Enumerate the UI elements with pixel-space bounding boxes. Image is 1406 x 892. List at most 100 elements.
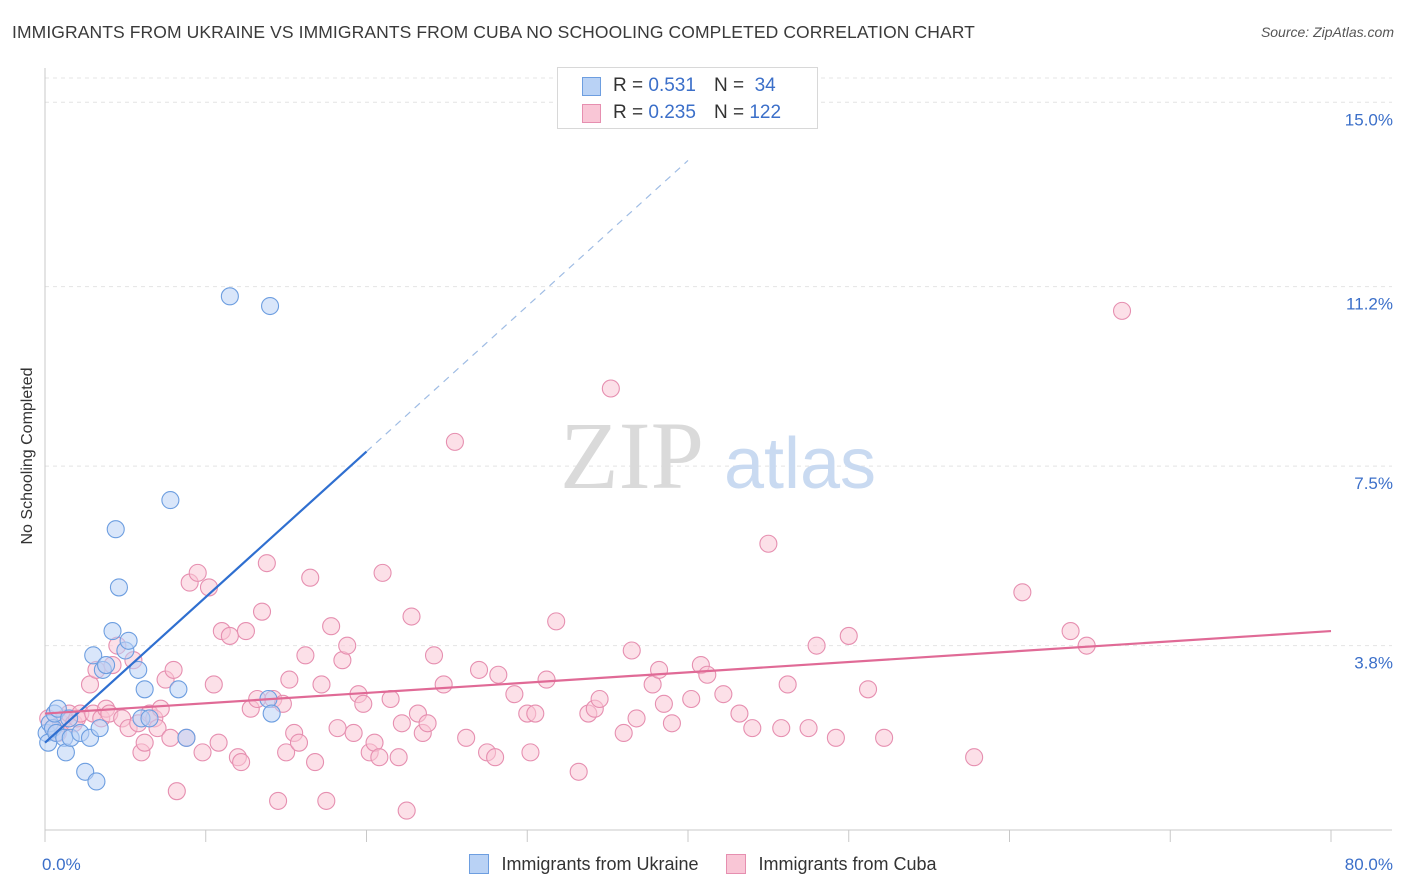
- n-value: 122: [749, 102, 782, 123]
- cuba-point: [434, 675, 453, 694]
- cuba-point: [526, 704, 545, 723]
- cuba-point: [807, 636, 826, 655]
- cuba-point: [232, 753, 251, 772]
- y-tick-label: 11.2%: [1346, 295, 1393, 314]
- cuba-point: [743, 719, 762, 738]
- cuba-point: [296, 646, 315, 665]
- cuba-point: [662, 714, 681, 733]
- ukraine-point: [109, 578, 128, 597]
- cuba-point: [193, 743, 212, 762]
- r-label: R =: [613, 102, 644, 123]
- cuba-point: [1112, 301, 1132, 320]
- cuba-point: [306, 753, 325, 772]
- cuba-point: [328, 719, 347, 738]
- cuba-point: [209, 733, 228, 752]
- cuba-point: [730, 704, 749, 723]
- cuba-point: [381, 689, 400, 709]
- cuba-point: [590, 689, 609, 709]
- trend-lines: [44, 160, 1332, 744]
- watermark-zip: ZIP: [560, 402, 704, 509]
- cuba-point: [236, 622, 255, 641]
- ukraine-point: [119, 631, 138, 650]
- ukraine-point: [262, 704, 281, 723]
- cuba-point: [373, 563, 392, 582]
- n-label: N =: [713, 75, 745, 96]
- legend-label-cuba: Immigrants from Cuba: [758, 853, 937, 874]
- n-value: 34: [754, 75, 776, 96]
- cuba-point: [392, 714, 411, 733]
- ukraine-point: [106, 520, 125, 539]
- chart-title: IMMIGRANTS FROM UKRAINE VS IMMIGRANTS FR…: [12, 22, 975, 42]
- ukraine-point: [177, 728, 196, 747]
- r-value: 0.235: [648, 102, 696, 123]
- cuba-point: [338, 636, 357, 655]
- y-axis-label: No Schooling Completed: [19, 367, 36, 545]
- legend-item-cuba[interactable]: Immigrants from Cuba: [726, 853, 937, 875]
- ukraine-trend-line: [44, 450, 368, 744]
- cuba-point: [547, 612, 566, 631]
- cuba-point: [601, 379, 620, 398]
- y-tick-label: 15.0%: [1345, 110, 1393, 129]
- cuba-point: [489, 665, 508, 684]
- cuba-point: [622, 641, 641, 660]
- y-tick-label: 3.8%: [1354, 654, 1393, 673]
- cuba-point: [521, 743, 540, 762]
- watermark: ZIP atlas: [560, 402, 876, 509]
- ukraine-point: [90, 719, 109, 738]
- cuba-point: [269, 791, 288, 810]
- legend-label-ukraine: Immigrants from Ukraine: [501, 853, 699, 874]
- n-label: N =: [713, 102, 745, 123]
- ukraine-point: [260, 296, 280, 316]
- x-tick-label: 80.0%: [1345, 855, 1393, 874]
- cuba-point: [614, 723, 633, 743]
- cuba-point: [469, 660, 489, 679]
- cuba-point: [486, 748, 505, 767]
- cuba-point: [257, 554, 276, 573]
- ukraine-point: [60, 709, 79, 728]
- cuba-point: [317, 791, 336, 810]
- cuba-point: [875, 728, 894, 747]
- cuba-point: [654, 694, 673, 713]
- source-credit: Source: ZipAtlas.com: [1260, 24, 1394, 40]
- r-label: R =: [613, 75, 644, 96]
- cuba-point: [389, 748, 408, 767]
- ukraine-point: [135, 680, 154, 699]
- cuba-point: [344, 723, 363, 743]
- cuba-point: [289, 733, 309, 752]
- cuba-swatch: [726, 854, 747, 874]
- cuba-point: [714, 685, 733, 704]
- ukraine-swatch: [469, 854, 490, 874]
- ukraine-point: [97, 655, 116, 675]
- ukraine-point: [87, 772, 106, 791]
- cuba-point: [1061, 622, 1080, 641]
- cuba-point: [682, 689, 701, 709]
- legend-row-ukraine: R = 0.531 N = 34: [582, 73, 776, 99]
- tick-labels: 3.8% 7.5% 11.2% 15.0% 0.0% 80.0%: [42, 110, 1393, 874]
- ukraine-point: [169, 680, 188, 699]
- cuba-point: [858, 680, 878, 699]
- legend-item-ukraine[interactable]: Immigrants from Ukraine: [469, 854, 698, 875]
- cuba-point: [839, 626, 858, 645]
- cuba-point: [424, 646, 444, 665]
- cuba-point: [965, 748, 984, 767]
- x-tick-label: 0.0%: [42, 855, 81, 874]
- ukraine-point: [84, 646, 103, 665]
- watermark-atlas: atlas: [724, 424, 876, 504]
- cuba-point: [445, 432, 464, 451]
- cuba-point: [312, 675, 331, 694]
- cuba-point: [280, 670, 299, 689]
- cuba-point: [252, 602, 272, 621]
- cuba-point: [778, 675, 797, 694]
- cuba-point: [418, 714, 437, 733]
- cuba-point: [1013, 583, 1032, 602]
- cuba-point: [402, 607, 421, 626]
- cuba-point: [569, 762, 588, 781]
- ukraine-point: [140, 709, 159, 728]
- cuba-points: [39, 301, 1132, 820]
- cuba-point: [772, 719, 791, 738]
- cuba-swatch: [582, 103, 601, 123]
- cuba-point: [759, 534, 778, 553]
- cuba-point: [799, 719, 818, 738]
- cuba-point: [537, 670, 556, 689]
- ukraine-point: [220, 287, 239, 306]
